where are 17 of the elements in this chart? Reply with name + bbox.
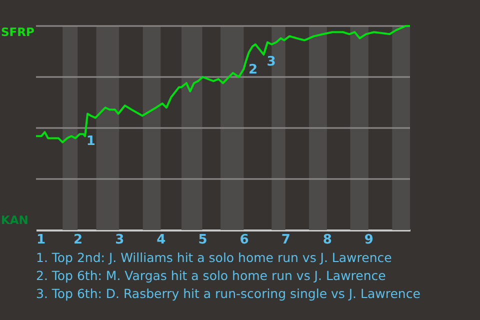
x-tick-label: 9 [364, 232, 374, 248]
x-tick-label: 5 [198, 232, 208, 248]
annotation: 1 [86, 134, 96, 150]
text: SFRP [1, 25, 34, 39]
x-tick-label: 2 [74, 232, 83, 248]
x-tick-label: 1 [36, 232, 46, 248]
x-tick-label: 6 [240, 232, 249, 248]
annotation: 3 [266, 54, 276, 70]
x-tick-label: 4 [156, 232, 166, 248]
text: 1. Top 2nd: J. Williams hit a solo home run vs J. Lawrence [36, 250, 392, 265]
text: 2. Top 6th: M. Vargas hit a solo home run vs J. Lawrence [36, 268, 386, 283]
x-tick-label: 7 [281, 232, 290, 248]
text: KAN [1, 213, 28, 227]
annotation: 2 [248, 62, 258, 78]
text: 3. Top 6th: D. Rasberry hit a run-scoring single vs J. Lawrence [36, 286, 421, 301]
x-tick-label: 3 [115, 232, 124, 248]
x-tick-label: 8 [322, 232, 332, 248]
